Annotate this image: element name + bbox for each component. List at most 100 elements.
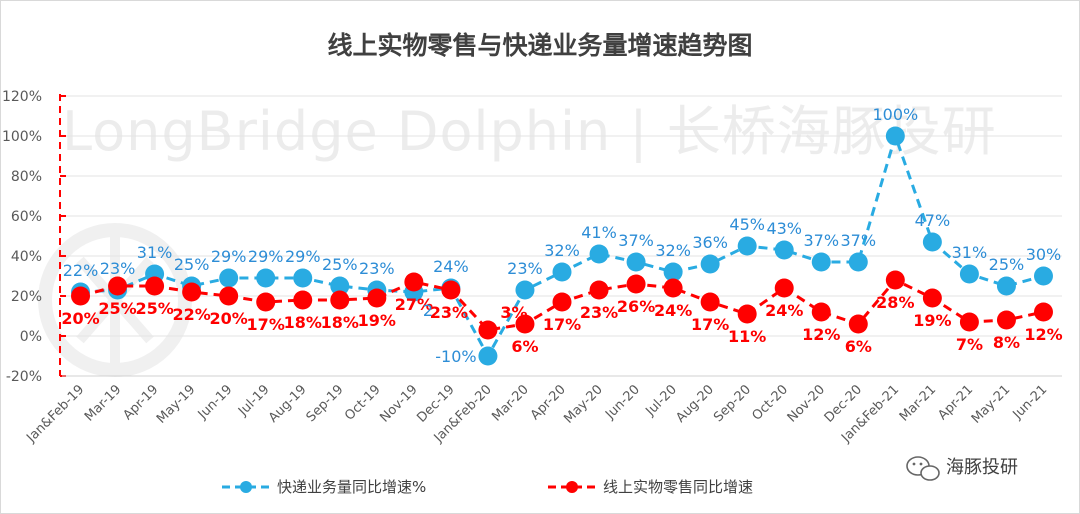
data-label: 30%	[1026, 245, 1062, 264]
data-label: 22%	[63, 261, 99, 280]
brand-label: 海豚投研	[946, 457, 1018, 478]
data-point	[367, 288, 387, 308]
legend-item-retail: 线上实物零售同比增速	[548, 478, 753, 496]
data-label: 29%	[248, 247, 284, 266]
data-label: 25%	[322, 255, 358, 274]
data-label: 100%	[872, 105, 918, 124]
chart-title: 线上实物零售与快递业务量增速趋势图	[327, 31, 752, 60]
stray-label: 2	[423, 301, 433, 320]
data-point	[774, 240, 794, 260]
data-point	[996, 310, 1016, 330]
data-point	[959, 312, 979, 332]
data-point	[589, 280, 609, 300]
data-label: 37%	[618, 231, 654, 250]
watermark-logo-icon	[38, 223, 192, 377]
data-label: 3%	[500, 303, 527, 322]
y-tick-label: -20%	[6, 369, 42, 385]
data-point	[182, 282, 202, 302]
data-point	[293, 268, 313, 288]
data-label: 6%	[845, 337, 872, 356]
x-tick-label: Sep-19	[304, 382, 347, 425]
data-point	[552, 292, 572, 312]
data-point	[700, 292, 720, 312]
data-label: 25%	[135, 299, 173, 318]
x-tick-label: Oct-19	[342, 382, 384, 424]
data-label: 17%	[543, 315, 581, 334]
data-point	[108, 276, 128, 296]
data-label: 26%	[617, 297, 655, 316]
data-point	[552, 262, 572, 282]
data-label: 23%	[430, 303, 468, 322]
data-label: 23%	[580, 303, 618, 322]
data-point	[848, 252, 868, 272]
data-label: 18%	[284, 313, 322, 332]
data-label: 27%	[395, 295, 433, 314]
data-point	[959, 264, 979, 284]
legend-marker-retail	[566, 481, 578, 493]
data-point	[922, 232, 942, 252]
data-label: 20%	[210, 309, 248, 328]
data-label: 36%	[692, 233, 728, 252]
y-tick-label: 60%	[11, 209, 42, 225]
data-point	[922, 288, 942, 308]
x-tick-label: May-19	[154, 382, 198, 426]
legend-label-express: 快递业务量同比增速%	[277, 478, 426, 496]
data-label: 32%	[544, 241, 580, 260]
x-tick-label: Jun-21	[1010, 382, 1051, 423]
x-tick-label: Jun-19	[195, 382, 236, 423]
data-label: 29%	[211, 247, 247, 266]
data-label: 23%	[507, 259, 543, 278]
data-label: 28%	[876, 293, 914, 312]
data-label: 32%	[655, 241, 691, 260]
y-tick-label: 20%	[11, 289, 42, 305]
data-point	[441, 280, 461, 300]
data-label: 8%	[993, 333, 1020, 352]
data-point	[663, 278, 683, 298]
data-point	[737, 236, 757, 256]
data-label: 12%	[802, 325, 840, 344]
data-point	[219, 268, 239, 288]
data-label: 25%	[98, 299, 136, 318]
x-tick-label: Aug-20	[673, 382, 717, 426]
x-tick-label: Mar-19	[82, 382, 124, 424]
legend: 快递业务量同比增速% 线上实物零售同比增速	[222, 478, 753, 496]
data-point	[515, 314, 535, 334]
data-point	[996, 276, 1016, 296]
x-tick-label: Jun-20	[602, 382, 643, 423]
legend-label-retail: 线上实物零售同比增速	[603, 478, 753, 496]
data-point	[663, 262, 683, 282]
data-label: 45%	[729, 215, 765, 234]
data-label: 23%	[359, 259, 395, 278]
data-point	[330, 290, 350, 310]
data-point	[626, 274, 646, 294]
data-point	[589, 244, 609, 264]
data-point	[71, 286, 91, 306]
data-label: -10%	[435, 347, 476, 366]
x-tick-label: Mar-21	[897, 382, 939, 424]
data-point	[700, 254, 720, 274]
x-tick-label: Oct-20	[750, 382, 792, 424]
brand-badge: 海豚投研	[906, 456, 1018, 481]
legend-marker-express	[240, 481, 252, 493]
data-label: 37%	[803, 231, 839, 250]
data-point	[256, 268, 276, 288]
data-label: 18%	[321, 313, 359, 332]
data-label: 29%	[285, 247, 321, 266]
data-point	[478, 346, 498, 366]
data-label: 17%	[247, 315, 285, 334]
watermark-text: LongBridge Dolphin | 长桥海豚投研	[62, 100, 997, 163]
x-tick-label: Sep-20	[711, 382, 754, 425]
y-axis: -20% 0% 20% 40% 60% 80% 100% 120%	[2, 89, 66, 385]
data-label: 19%	[358, 311, 396, 330]
data-point	[1033, 302, 1053, 322]
data-point	[478, 320, 498, 340]
data-labels: 22% 23%31%25% 29% 29% 29% 25% 23% 24%-10%23%32%…	[61, 105, 1062, 366]
data-point	[293, 290, 313, 310]
data-point	[1033, 266, 1053, 286]
wechat-icon	[906, 456, 940, 481]
data-label: 37%	[841, 231, 877, 250]
data-label: 24%	[433, 257, 469, 276]
data-point	[885, 270, 905, 290]
